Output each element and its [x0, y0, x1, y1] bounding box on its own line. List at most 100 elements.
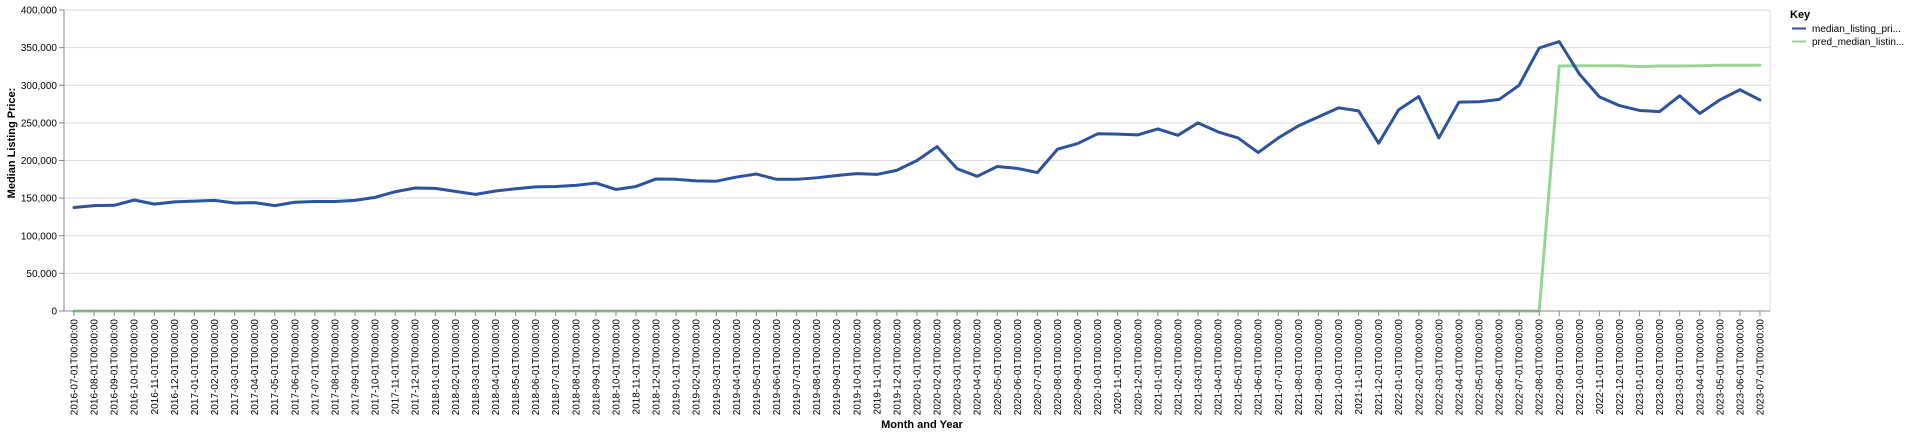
x-tick-label: 2019-02-01T00:00:00 [692, 319, 703, 416]
x-tick-label: 2019-05-01T00:00:00 [752, 319, 763, 416]
x-tick-label: 2023-06-01T00:00:00 [1735, 319, 1746, 416]
x-tick-label: 2017-06-01T00:00:00 [290, 319, 301, 416]
x-tick-label: 2019-12-01T00:00:00 [892, 319, 903, 416]
x-tick-label: 2018-10-01T00:00:00 [611, 319, 622, 416]
y-tick-label: 350,000 [21, 43, 58, 54]
x-tick-label: 2020-02-01T00:00:00 [933, 319, 944, 416]
legend-title: Key [1790, 9, 1811, 21]
x-tick-label: 2017-03-01T00:00:00 [230, 319, 241, 416]
y-tick-label: 100,000 [21, 231, 58, 242]
x-tick-label: 2022-04-01T00:00:00 [1454, 319, 1465, 416]
x-tick-label: 2021-05-01T00:00:00 [1234, 319, 1245, 416]
x-tick-label: 2017-09-01T00:00:00 [351, 319, 362, 416]
x-tick-label: 2023-04-01T00:00:00 [1695, 319, 1706, 416]
x-axis: 2016-07-01T00:00:00 2016-08-01T00:00:00 20… [64, 310, 1770, 416]
series-line [72, 63, 1762, 313]
x-tick-label: 2021-09-01T00:00:00 [1314, 319, 1325, 416]
x-tick-label: 2017-07-01T00:00:00 [310, 319, 321, 416]
x-tick-label: 2018-06-01T00:00:00 [531, 319, 542, 416]
x-tick-label: 2023-01-01T00:00:00 [1635, 319, 1646, 416]
x-tick-label: 2018-02-01T00:00:00 [451, 319, 462, 416]
x-tick-label: 2021-03-01T00:00:00 [1193, 319, 1204, 416]
x-tick-label: 2019-10-01T00:00:00 [852, 319, 863, 416]
y-tick-label: 400,000 [21, 6, 58, 17]
x-tick-label: 2020-08-01T00:00:00 [1053, 319, 1064, 416]
y-tick-label: 150,000 [21, 194, 58, 205]
x-tick-label: 2020-12-01T00:00:00 [1133, 319, 1144, 416]
y-tick-label: 50,000 [26, 269, 57, 280]
x-tick-label: 2016-09-01T00:00:00 [110, 319, 121, 416]
x-tick-label: 2022-03-01T00:00:00 [1434, 319, 1445, 416]
x-tick-label: 2020-04-01T00:00:00 [973, 319, 984, 416]
x-tick-label: 2020-10-01T00:00:00 [1093, 319, 1104, 416]
x-tick-label: 2019-08-01T00:00:00 [812, 319, 823, 416]
legend-items: median_listing_pri... pred_median_listin.… [1792, 24, 1904, 48]
x-tick-label: 2018-03-01T00:00:00 [471, 319, 482, 416]
x-tick-label: 2016-08-01T00:00:00 [90, 319, 101, 416]
x-tick-label: 2022-07-01T00:00:00 [1515, 319, 1526, 416]
x-tick-label: 2021-08-01T00:00:00 [1294, 319, 1305, 416]
x-tick-label: 2022-11-01T00:00:00 [1595, 319, 1606, 415]
x-tick-label: 2019-06-01T00:00:00 [772, 319, 783, 416]
x-tick-label: 2020-05-01T00:00:00 [993, 319, 1004, 416]
x-tick-label: 2018-12-01T00:00:00 [652, 319, 663, 416]
x-tick-label: 2017-01-01T00:00:00 [190, 319, 201, 416]
x-tick-label: 2017-10-01T00:00:00 [371, 319, 382, 416]
x-tick-label: 2022-08-01T00:00:00 [1535, 319, 1546, 416]
x-tick-label: 2016-12-01T00:00:00 [170, 319, 181, 416]
x-tick-label: 2018-07-01T00:00:00 [551, 319, 562, 416]
x-tick-label: 2020-07-01T00:00:00 [1033, 319, 1044, 416]
x-tick-label: 2023-02-01T00:00:00 [1655, 319, 1666, 416]
x-tick-label: 2021-06-01T00:00:00 [1254, 319, 1265, 416]
y-axis-title: Median Listing Price: [6, 88, 18, 199]
y-tick-label: 300,000 [21, 81, 58, 92]
x-tick-label: 2017-04-01T00:00:00 [250, 319, 261, 416]
x-tick-label: 2022-10-01T00:00:00 [1575, 319, 1586, 416]
x-tick-label: 2017-12-01T00:00:00 [411, 319, 422, 416]
x-tick-label: 2020-01-01T00:00:00 [913, 319, 924, 416]
y-tick-label: 200,000 [21, 156, 58, 167]
series-line [72, 40, 1762, 210]
x-tick-label: 2016-11-01T00:00:00 [150, 319, 161, 415]
x-tick-label: 2022-12-01T00:00:00 [1615, 319, 1626, 416]
x-tick-label: 2023-07-01T00:00:00 [1755, 319, 1766, 416]
x-tick-label: 2021-07-01T00:00:00 [1274, 319, 1285, 416]
x-tick-label: 2020-11-01T00:00:00 [1113, 319, 1124, 415]
x-tick-label: 2019-07-01T00:00:00 [792, 319, 803, 416]
x-tick-label: 2022-02-01T00:00:00 [1414, 319, 1425, 416]
x-tick-label: 2022-01-01T00:00:00 [1394, 319, 1405, 416]
x-tick-label: 2021-01-01T00:00:00 [1153, 319, 1164, 416]
x-tick-label: 2023-05-01T00:00:00 [1715, 319, 1726, 416]
x-tick-label: 2017-11-01T00:00:00 [391, 319, 402, 415]
x-tick-label: 2021-11-01T00:00:00 [1354, 319, 1365, 415]
x-tick-label: 2022-05-01T00:00:00 [1474, 319, 1485, 416]
legend: Key median_listing_pri... pred_median_lis… [1790, 9, 1904, 48]
x-tick-label: 2021-02-01T00:00:00 [1173, 319, 1184, 416]
x-tick-label: 2019-09-01T00:00:00 [832, 319, 843, 416]
x-tick-label: 2018-08-01T00:00:00 [571, 319, 582, 416]
x-tick-label: 2018-04-01T00:00:00 [491, 319, 502, 416]
x-tick-label: 2021-12-01T00:00:00 [1374, 319, 1385, 416]
x-tick-label: 2023-03-01T00:00:00 [1675, 319, 1686, 416]
legend-label: median_listing_pri... [1812, 24, 1901, 35]
x-tick-label: 2019-01-01T00:00:00 [672, 319, 683, 416]
x-tick-label: 2018-11-01T00:00:00 [632, 319, 643, 415]
x-axis-title: Month and Year [881, 419, 963, 431]
x-tick-label: 2017-05-01T00:00:00 [270, 319, 281, 416]
y-tick-label: 250,000 [21, 118, 58, 129]
x-tick-label: 2021-10-01T00:00:00 [1334, 319, 1345, 416]
x-tick-label: 2020-03-01T00:00:00 [953, 319, 964, 416]
x-tick-label: 2017-08-01T00:00:00 [330, 319, 341, 416]
series-lines [72, 40, 1762, 313]
x-tick-label: 2016-07-01T00:00:00 [70, 319, 81, 416]
y-tick-label: 0 [51, 307, 57, 318]
x-tick-label: 2021-04-01T00:00:00 [1214, 319, 1225, 416]
x-tick-label: 2022-06-01T00:00:00 [1495, 319, 1506, 416]
x-tick-label: 2018-01-01T00:00:00 [431, 319, 442, 416]
x-tick-label: 2016-10-01T00:00:00 [130, 319, 141, 416]
x-tick-label: 2018-05-01T00:00:00 [511, 319, 522, 416]
x-tick-label: 2018-09-01T00:00:00 [591, 319, 602, 416]
x-tick-label: 2019-03-01T00:00:00 [712, 319, 723, 416]
x-tick-label: 2020-09-01T00:00:00 [1073, 319, 1084, 416]
